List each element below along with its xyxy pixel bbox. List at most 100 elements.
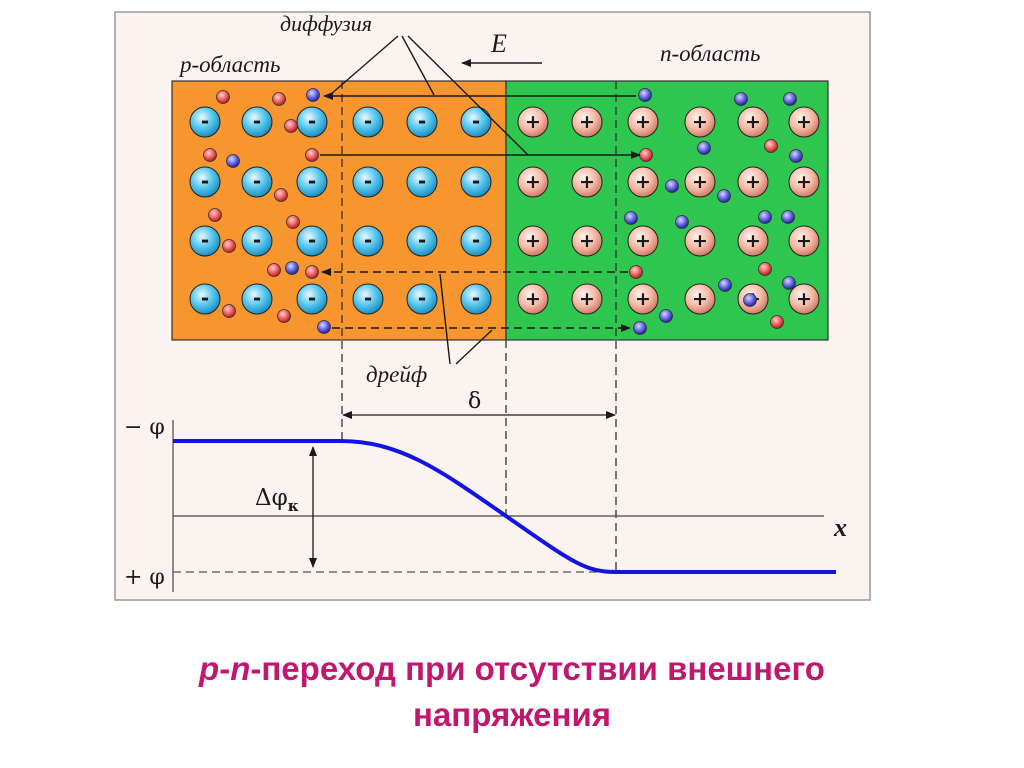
- acceptor-ion: -: [352, 283, 384, 315]
- minus-sign: -: [308, 228, 316, 252]
- plus-sign: +: [635, 230, 651, 252]
- donor-ion: +: [517, 166, 549, 198]
- acceptor-ion: -: [460, 166, 492, 198]
- acceptor-ion: -: [189, 225, 221, 257]
- donor-ion: +: [517, 106, 549, 138]
- donor-ion: +: [684, 225, 716, 257]
- potential-curve: [173, 439, 836, 574]
- plus-sign: +: [745, 171, 761, 193]
- acceptor-ion: -: [241, 166, 273, 198]
- hole: [758, 262, 772, 276]
- donor-ion: +: [571, 283, 603, 315]
- minus-sign: -: [472, 109, 480, 133]
- carriers-layer: [203, 88, 803, 335]
- acceptor-ion: -: [241, 283, 273, 315]
- caption-line-1: p-n-переход при отсутствии внешнего: [199, 650, 825, 687]
- electron: [781, 210, 795, 224]
- n-region: [505, 80, 829, 341]
- acceptor-ion: -: [352, 106, 384, 138]
- minus-sign: -: [201, 286, 209, 310]
- donor-ion: +: [517, 283, 549, 315]
- minus-sign: -: [418, 286, 426, 310]
- electron: [317, 320, 331, 334]
- electron: [717, 189, 731, 203]
- caption-line-2: напряжения: [413, 696, 611, 733]
- minus-sign: -: [364, 286, 372, 310]
- acceptor-ion: -: [460, 225, 492, 257]
- diffusion-pointer-1: [329, 35, 399, 96]
- donor-ion: +: [684, 283, 716, 315]
- drift-label: дрейф: [366, 362, 427, 387]
- plus-sign: +: [692, 111, 708, 133]
- plus-sign: +: [579, 111, 595, 133]
- donor-ion: +: [788, 225, 820, 257]
- minus-sign: -: [472, 169, 480, 193]
- electron: [675, 215, 689, 229]
- minus-sign: -: [472, 286, 480, 310]
- hole: [764, 139, 778, 153]
- donor-ion: +: [737, 225, 769, 257]
- plus-sign: +: [745, 230, 761, 252]
- plus-sign: +: [692, 288, 708, 310]
- hole: [277, 309, 291, 323]
- diffusion-label: диффузия: [280, 11, 372, 36]
- hole: [770, 315, 784, 329]
- donor-ion: +: [571, 106, 603, 138]
- minus-sign: -: [201, 169, 209, 193]
- plus-sign: +: [635, 111, 651, 133]
- acceptor-ion: -: [460, 283, 492, 315]
- electron: [697, 141, 711, 155]
- drift-arrows: [321, 268, 631, 365]
- acceptor-ion: -: [241, 225, 273, 257]
- plus-sign: +: [692, 171, 708, 193]
- plus-sign: +: [692, 230, 708, 252]
- drift-pointer-2: [455, 329, 493, 365]
- minus-sign: -: [308, 169, 316, 193]
- donor-ion: +: [627, 166, 659, 198]
- electron: [226, 154, 240, 168]
- electron: [665, 179, 679, 193]
- figure-caption: p-n-переход при отсутствии внешнего напр…: [0, 646, 1024, 738]
- acceptor-ion: -: [406, 166, 438, 198]
- electron: [638, 88, 652, 102]
- drift-pointer-1: [439, 273, 451, 365]
- acceptor-ion: -: [406, 225, 438, 257]
- hole: [629, 265, 643, 279]
- plus-sign: +: [796, 288, 812, 310]
- hole: [267, 263, 281, 277]
- electron: [285, 261, 299, 275]
- electron: [659, 309, 673, 323]
- donor-ion: +: [788, 106, 820, 138]
- electron: [789, 149, 803, 163]
- donor-ion: +: [684, 106, 716, 138]
- minus-sign: -: [418, 109, 426, 133]
- plus-sign: +: [796, 111, 812, 133]
- field-label: E: [490, 29, 507, 58]
- minus-sign: -: [253, 286, 261, 310]
- acceptor-ion: -: [460, 106, 492, 138]
- minus-sign: -: [308, 109, 316, 133]
- plus-sign: +: [525, 230, 541, 252]
- hole: [274, 188, 288, 202]
- acceptor-ion: -: [296, 225, 328, 257]
- minus-sign: -: [418, 228, 426, 252]
- x-axis-label: x: [833, 513, 847, 542]
- plus-sign: +: [579, 230, 595, 252]
- hole: [284, 119, 298, 133]
- hole: [286, 215, 300, 229]
- donor-ion: +: [627, 225, 659, 257]
- acceptor-ion: -: [352, 166, 384, 198]
- donor-ion: +: [571, 225, 603, 257]
- electron: [743, 293, 757, 307]
- electron: [718, 278, 732, 292]
- diffusion-pointer-2: [401, 35, 435, 96]
- minus-sign: -: [472, 228, 480, 252]
- diffusion-arrows: [320, 35, 641, 159]
- minus-sign: -: [253, 169, 261, 193]
- plus-sign: +: [579, 288, 595, 310]
- donor-ion: +: [737, 106, 769, 138]
- n-region-label: n-область: [660, 41, 760, 66]
- minus-sign: -: [418, 169, 426, 193]
- donor-ion: +: [737, 166, 769, 198]
